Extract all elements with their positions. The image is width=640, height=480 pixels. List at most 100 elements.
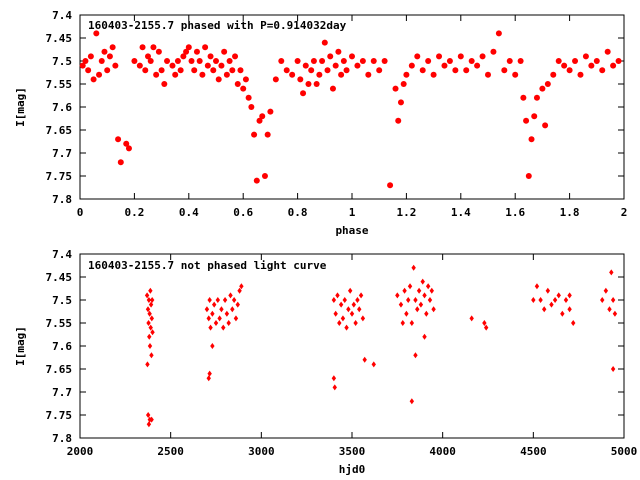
y-tick-label: 7.7 [52, 386, 72, 399]
data-point [538, 297, 543, 303]
data-point [264, 131, 271, 138]
y-tick-label: 7.6 [52, 340, 72, 353]
data-point [272, 76, 279, 83]
data-point [413, 297, 418, 303]
data-point [253, 177, 260, 184]
data-point [416, 287, 422, 294]
data-point [164, 58, 171, 64]
data-point [101, 48, 108, 55]
data-point [331, 297, 337, 303]
data-point [136, 62, 143, 69]
data-point [588, 62, 595, 69]
data-point [85, 67, 92, 74]
x-tick-label: 3000 [248, 445, 275, 458]
data-point [87, 53, 94, 60]
data-point [332, 62, 339, 69]
data-point [148, 301, 154, 308]
data-point [371, 361, 376, 368]
data-point [523, 117, 530, 124]
data-point [571, 320, 576, 326]
data-point [422, 292, 427, 299]
data-point [117, 159, 124, 166]
y-tick-label: 7.55 [46, 78, 73, 91]
data-point [351, 301, 357, 308]
data-point [245, 94, 252, 101]
data-point [223, 71, 230, 78]
data-point [501, 67, 508, 74]
data-point [534, 283, 540, 290]
data-point [218, 62, 225, 69]
data-point [144, 292, 150, 299]
data-point [482, 320, 487, 326]
data-point [316, 71, 323, 78]
plot-area-frame [79, 253, 625, 439]
data-point [381, 58, 388, 64]
data-point [109, 44, 116, 51]
data-point [506, 58, 513, 64]
x-tick-label: 0 [77, 206, 84, 219]
data-point [215, 297, 221, 303]
data-point [158, 67, 165, 74]
data-point [567, 306, 572, 313]
data-point [343, 67, 350, 74]
data-point [210, 310, 215, 317]
x-tick-label: 2500 [157, 445, 184, 458]
data-point [446, 58, 453, 64]
data-point [358, 292, 364, 299]
x-tick-label: 4500 [520, 445, 547, 458]
data-point [248, 104, 255, 110]
data-point [146, 421, 152, 428]
data-point [452, 67, 459, 74]
data-point [213, 58, 219, 64]
data-point [146, 297, 152, 303]
data-point [324, 67, 331, 74]
data-point [145, 306, 151, 313]
data-point [251, 131, 258, 138]
data-point [544, 81, 551, 87]
data-point [204, 62, 211, 69]
data-point [572, 58, 579, 64]
data-point [419, 67, 426, 74]
data-point [609, 269, 614, 276]
data-point [185, 44, 192, 51]
data-point [531, 297, 536, 303]
data-point [226, 320, 231, 326]
data-point [147, 343, 153, 349]
data-point [545, 287, 551, 294]
y-tick-label: 7.8 [52, 193, 72, 206]
data-point [93, 30, 100, 37]
y-tick-label: 7.6 [52, 101, 72, 114]
data-point [395, 292, 400, 299]
data-point [539, 85, 546, 92]
data-point [413, 352, 418, 359]
data-point [362, 356, 367, 363]
data-point [104, 67, 111, 74]
unphased-light-curve-panel: 2000 2500 3000 3500 4000 4500 5000 7.47.457.57… [14, 248, 637, 476]
data-point [221, 48, 228, 55]
y-tick-label: 7.45 [46, 271, 73, 284]
x-tick-label: 4000 [429, 445, 456, 458]
data-point [199, 71, 206, 78]
data-point [231, 297, 237, 303]
data-point [338, 71, 345, 78]
x-axis-label: hjd0 [339, 463, 366, 476]
y-tick-label: 7.75 [46, 170, 73, 183]
data-point [206, 315, 211, 322]
data-point [409, 320, 415, 326]
data-point [612, 310, 618, 317]
data-point [177, 67, 184, 74]
data-point [79, 62, 86, 69]
data-point [424, 310, 429, 317]
data-point [561, 62, 568, 69]
x-tick-label: 3500 [339, 445, 366, 458]
data-point [411, 264, 416, 271]
data-point [404, 310, 409, 317]
x-tick-label: 2000 [67, 445, 94, 458]
data-point [96, 71, 103, 78]
data-point [142, 67, 149, 74]
y-axis-label: I[mag] [14, 87, 27, 127]
data-point [221, 324, 226, 331]
data-point-group [144, 264, 618, 428]
data-point [82, 58, 89, 64]
data-point [355, 297, 360, 303]
